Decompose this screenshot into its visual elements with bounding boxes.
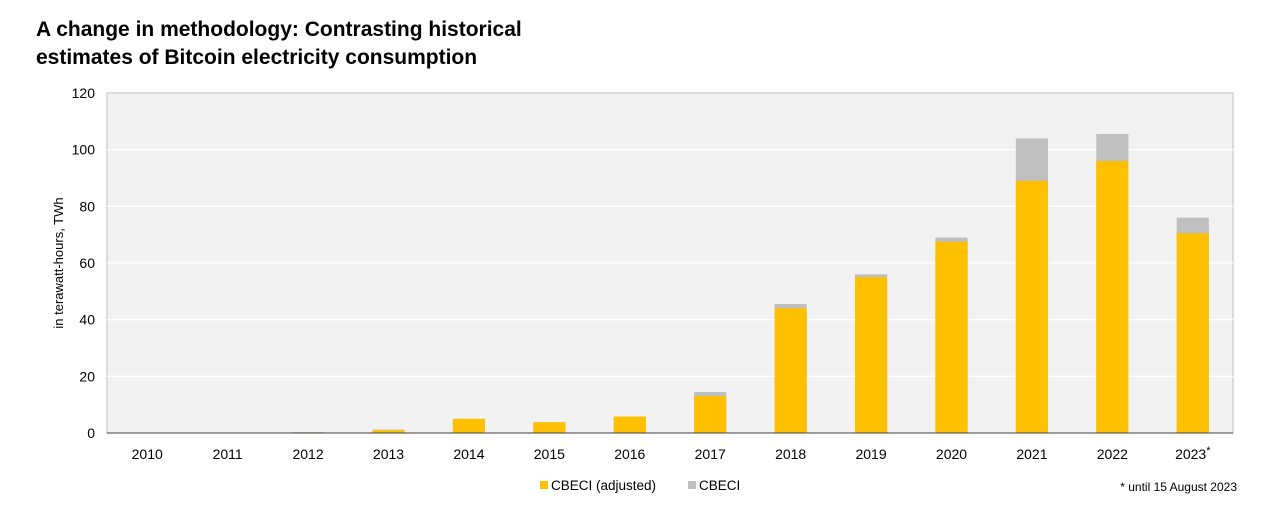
x-tick-label: 2014 bbox=[453, 446, 484, 462]
x-tick-label: 2015 bbox=[534, 446, 565, 462]
x-tick-label: 2019 bbox=[855, 446, 886, 462]
x-tick-label: 2012 bbox=[292, 446, 323, 462]
footnote: * until 15 August 2023 bbox=[1120, 480, 1237, 494]
x-tick-label: 2016 bbox=[614, 446, 645, 462]
bar-cbeci-adjusted bbox=[694, 396, 727, 433]
bar-cbeci-adjusted bbox=[935, 241, 968, 433]
x-tick-label: 2011 bbox=[213, 446, 243, 462]
y-tick-label: 120 bbox=[72, 85, 96, 101]
chart-title-line-2: estimates of Bitcoin electricity consump… bbox=[36, 46, 478, 69]
bar-cbeci-adjusted bbox=[854, 277, 888, 433]
chart-title: A change in methodology: Contrasting his… bbox=[36, 16, 522, 72]
y-tick-label: 20 bbox=[79, 368, 95, 384]
x-tick-label: 2020 bbox=[936, 446, 967, 462]
y-axis-title: in terawatt-hours, TWh bbox=[51, 197, 66, 328]
x-tick-labels: 2010 2011 2012 2013 2014 2015 2016 2017 2018 2019… bbox=[132, 445, 1212, 462]
y-tick-labels: 0 20 40 60 80 100 120 bbox=[72, 85, 96, 441]
bar-cbeci-adjusted bbox=[452, 418, 486, 433]
y-tick-label: 0 bbox=[87, 425, 95, 441]
bars bbox=[291, 134, 1209, 434]
x-tick-label: 2018 bbox=[775, 446, 806, 462]
bar-cbeci-adjusted bbox=[533, 422, 566, 433]
bar-cbeci-adjusted bbox=[774, 308, 807, 433]
x-tick-label: 2023* bbox=[1175, 445, 1211, 462]
x-tick-footnote-marker: * bbox=[1206, 445, 1211, 457]
legend-label: CBECI (adjusted) bbox=[551, 478, 656, 493]
legend: CBECI (adjusted) CBECI bbox=[540, 478, 740, 493]
bar-cbeci-adjusted bbox=[1096, 161, 1129, 433]
bar-cbeci-adjusted bbox=[613, 416, 646, 433]
chart-title-line-1: A change in methodology: Contrasting his… bbox=[36, 18, 522, 41]
x-tick-label: 2022 bbox=[1097, 446, 1128, 462]
x-tick-label: 2021 bbox=[1016, 446, 1047, 462]
legend-swatch bbox=[688, 481, 696, 489]
y-tick-label: 40 bbox=[79, 312, 95, 328]
x-tick-label: 2017 bbox=[695, 446, 726, 462]
bar-cbeci-adjusted bbox=[1176, 233, 1209, 433]
bar-cbeci-adjusted bbox=[1015, 180, 1049, 433]
bar-cbeci-adjusted bbox=[372, 430, 405, 433]
legend-swatch bbox=[540, 481, 548, 489]
y-tick-label: 80 bbox=[79, 198, 95, 214]
x-tick-label: 2013 bbox=[373, 446, 404, 462]
legend-label: CBECI bbox=[699, 478, 740, 493]
x-tick-label: 2010 bbox=[132, 446, 163, 462]
y-tick-label: 100 bbox=[72, 142, 96, 158]
y-tick-label: 60 bbox=[79, 255, 95, 271]
